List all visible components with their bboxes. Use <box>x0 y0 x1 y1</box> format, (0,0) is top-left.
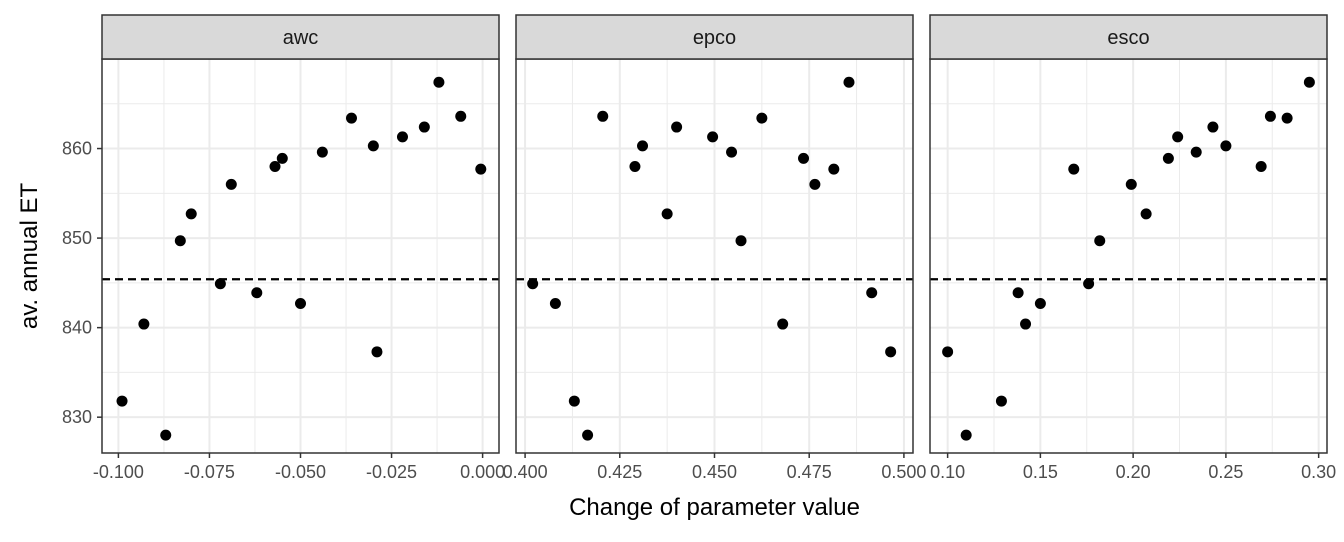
data-point <box>174 235 186 247</box>
data-point <box>367 140 379 152</box>
data-point <box>597 110 609 122</box>
data-point <box>225 178 237 190</box>
x-tick-label: 0.475 <box>787 462 832 482</box>
x-tick-label: 0.500 <box>881 462 926 482</box>
data-point <box>316 146 328 158</box>
panel-background <box>930 59 1327 453</box>
x-tick-label: -0.075 <box>184 462 235 482</box>
data-point <box>1083 278 1095 290</box>
y-axis-title: av. annual ET <box>16 183 43 330</box>
data-point <box>455 110 467 122</box>
data-point <box>866 287 878 299</box>
data-point <box>1255 160 1267 172</box>
x-tick-label: 0.450 <box>692 462 737 482</box>
x-tick-label: 0.000 <box>460 462 505 482</box>
x-tick-label: 0.30 <box>1301 462 1336 482</box>
facet-strip-label: awc <box>283 27 319 49</box>
x-tick-label: 0.425 <box>597 462 642 482</box>
data-point <box>433 76 445 88</box>
data-point <box>1125 178 1137 190</box>
y-tick-label: 840 <box>62 318 92 338</box>
x-tick-label: -0.050 <box>275 462 326 482</box>
y-tick-label: 830 <box>62 407 92 427</box>
x-tick-label: 0.20 <box>1116 462 1151 482</box>
facet-strip-label: epco <box>693 27 736 49</box>
data-point <box>1034 297 1046 309</box>
data-point <box>475 163 487 175</box>
data-point <box>527 278 539 290</box>
data-point <box>1281 112 1293 124</box>
x-tick-label: 0.15 <box>1023 462 1058 482</box>
data-point <box>735 235 747 247</box>
data-point <box>726 146 738 158</box>
data-point <box>276 152 288 164</box>
facet-strip <box>929 14 1328 60</box>
data-point <box>1162 152 1174 164</box>
data-point <box>251 287 263 299</box>
data-point <box>661 208 673 220</box>
data-point <box>214 278 226 290</box>
x-tick-label: -0.100 <box>93 462 144 482</box>
facet-strip <box>101 14 500 60</box>
data-point <box>707 131 719 143</box>
data-point <box>942 346 954 358</box>
data-point <box>960 429 972 441</box>
data-point <box>637 140 649 152</box>
data-point <box>809 178 821 190</box>
panel-epco: epco 0.400 0.425 0.450 0.475 0.500 <box>503 14 926 482</box>
data-point <box>1068 163 1080 175</box>
data-point <box>995 395 1007 407</box>
data-point <box>1220 140 1232 152</box>
data-point <box>1020 318 1032 330</box>
data-point <box>138 318 150 330</box>
y-axis: 830 840 850 860 <box>62 139 102 427</box>
facet-strip-label: esco <box>1107 27 1149 49</box>
data-point <box>1264 110 1276 122</box>
y-tick-label: 860 <box>62 139 92 159</box>
data-point <box>185 208 197 220</box>
data-point <box>116 395 128 407</box>
data-point <box>756 112 768 124</box>
data-point <box>568 395 580 407</box>
panel-esco: esco 0.10 0.15 0.20 0.25 0.30 <box>929 14 1336 482</box>
panel-awc: awc -0.100 -0.075 -0.050 -0.025 0.000 <box>93 14 505 482</box>
data-point <box>396 131 408 143</box>
data-point <box>1012 287 1024 299</box>
x-tick-label: -0.025 <box>366 462 417 482</box>
x-tick-label: 0.10 <box>930 462 965 482</box>
x-tick-label: 0.25 <box>1208 462 1243 482</box>
data-point <box>1190 146 1202 158</box>
data-point <box>269 160 281 172</box>
data-point <box>1172 131 1184 143</box>
data-point <box>843 76 855 88</box>
data-point <box>582 429 594 441</box>
data-point <box>371 346 383 358</box>
data-point <box>549 297 561 309</box>
data-point <box>160 429 172 441</box>
data-point <box>418 121 430 133</box>
data-point <box>828 163 840 175</box>
x-tick-label: 0.400 <box>503 462 548 482</box>
data-point <box>295 297 306 309</box>
data-point <box>1140 208 1152 220</box>
data-point <box>1303 76 1315 88</box>
data-point <box>777 318 789 330</box>
data-point <box>1094 235 1106 247</box>
facet-strip <box>515 14 914 60</box>
x-axis-title: Change of parameter value <box>569 494 860 521</box>
data-point <box>885 346 897 358</box>
data-point <box>629 160 641 172</box>
data-point <box>798 152 810 164</box>
data-point <box>1207 121 1219 133</box>
data-point <box>345 112 357 124</box>
y-tick-label: 850 <box>62 228 92 248</box>
data-point <box>671 121 683 133</box>
